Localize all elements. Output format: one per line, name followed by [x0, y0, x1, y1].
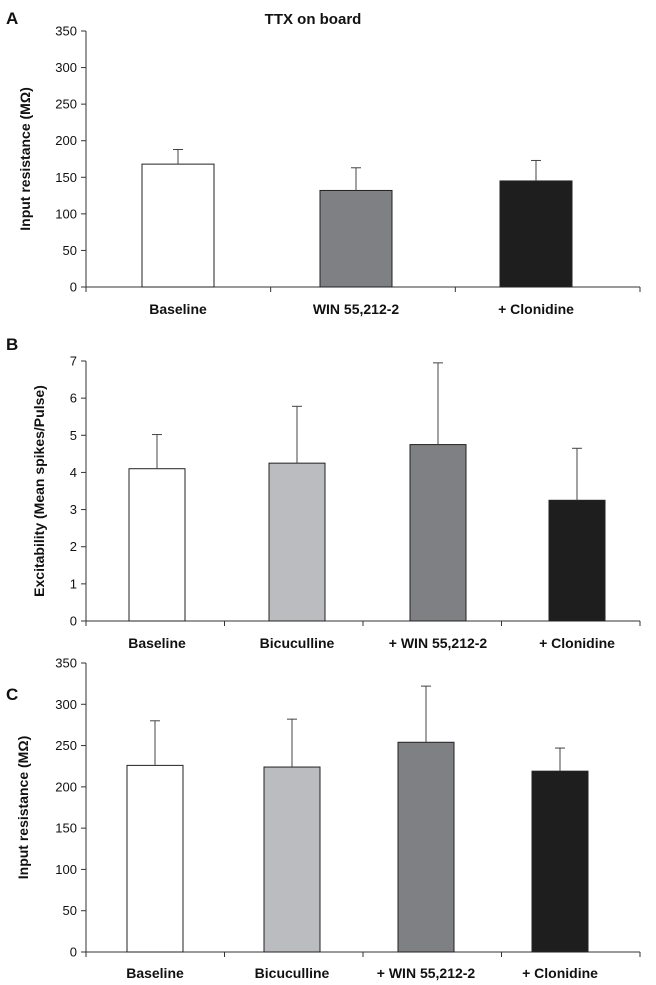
x-category-label: + WIN 55,212-2 [389, 635, 488, 651]
panel-c: C Input resistance (MΩ) 0 50 100 150 200 250 300… [6, 656, 640, 982]
bar [320, 190, 392, 287]
error-bar [421, 686, 431, 742]
y-tick-label: 350 [55, 656, 77, 671]
error-bar [152, 435, 162, 469]
panel-letter: B [6, 335, 18, 354]
x-category-label: WIN 55,212-2 [313, 301, 400, 317]
y-tick-label: 6 [70, 391, 77, 406]
error-bar [433, 363, 443, 445]
bar [129, 469, 185, 621]
x-category-label: Baseline [126, 965, 184, 981]
panel-b: B Excitability (Mean spikes/Pulse) 0 1 2 3 4 5 6… [6, 335, 640, 651]
y-axis-label: Input resistance (MΩ) [17, 87, 33, 230]
y-tick-label: 3 [70, 502, 77, 517]
panel-letter: C [6, 685, 18, 704]
y-tick-label: 350 [55, 24, 77, 39]
y-tick-label: 250 [55, 97, 77, 112]
error-bar [351, 168, 361, 191]
y-tick-label: 7 [70, 354, 77, 369]
x-category-label: + Clonidine [522, 965, 598, 981]
bar [127, 765, 183, 952]
x-category-label: + WIN 55,212-2 [377, 965, 476, 981]
error-bar [150, 721, 160, 766]
y-tick-label: 50 [63, 243, 77, 258]
y-tick-label: 0 [70, 614, 77, 629]
y-tick-label: 150 [55, 821, 77, 836]
error-bar [173, 149, 183, 164]
y-tick-label: 0 [70, 945, 77, 960]
x-category-label: Baseline [149, 301, 207, 317]
panel-letter: A [6, 9, 18, 28]
y-tick-label: 0 [70, 280, 77, 295]
bar [532, 771, 588, 952]
x-category-label: Bicuculline [260, 635, 335, 651]
y-tick-label: 100 [55, 862, 77, 877]
error-bar [287, 719, 297, 767]
panel-a: A TTX on board Input resistance (MΩ) 0 50 100… [6, 9, 640, 317]
x-category-label: Bicuculline [255, 965, 330, 981]
error-bar [292, 406, 302, 463]
bar [142, 164, 214, 287]
y-tick-label: 1 [70, 576, 77, 591]
bar [264, 767, 320, 952]
y-tick-label: 200 [55, 779, 77, 794]
error-bar [555, 748, 565, 771]
bar [549, 500, 605, 621]
y-axis-label: Input resistance (MΩ) [15, 736, 31, 879]
error-bar [531, 160, 541, 180]
bar [410, 445, 466, 621]
y-tick-label: 250 [55, 738, 77, 753]
bar [500, 181, 572, 287]
y-tick-label: 100 [55, 206, 77, 221]
y-tick-label: 150 [55, 170, 77, 185]
y-tick-label: 300 [55, 60, 77, 75]
y-tick-label: 50 [63, 903, 77, 918]
y-tick-label: 300 [55, 697, 77, 712]
chart-title: TTX on board [265, 11, 362, 28]
x-category-label: + Clonidine [539, 635, 615, 651]
y-tick-label: 5 [70, 428, 77, 443]
error-bar [572, 448, 582, 500]
bar [398, 742, 454, 952]
y-tick-label: 200 [55, 133, 77, 148]
x-category-label: Baseline [128, 635, 186, 651]
y-tick-label: 2 [70, 539, 77, 554]
y-tick-label: 4 [70, 465, 77, 480]
y-axis-label: Excitability (Mean spikes/Pulse) [31, 385, 47, 597]
x-category-label: + Clonidine [498, 301, 574, 317]
bar [269, 463, 325, 621]
